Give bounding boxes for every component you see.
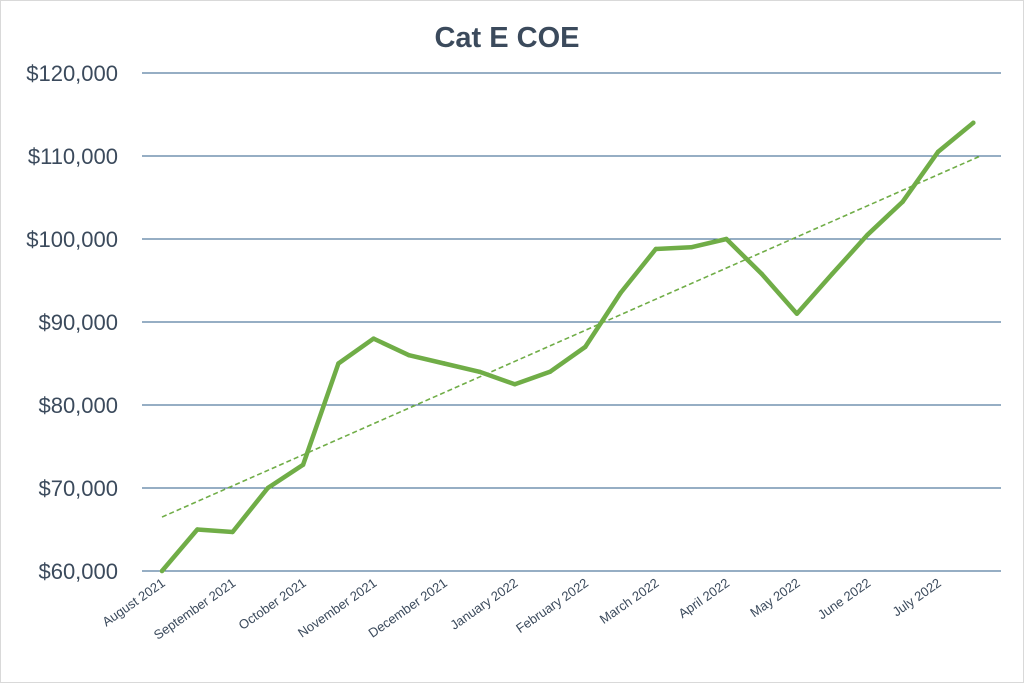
y-tick-label: $70,000 [38,476,118,501]
data-point [688,245,694,250]
data-point [724,236,729,242]
data-point [159,568,165,574]
y-axis: $60,000 $70,000 $80,000 $90,000 $100,000 $110… [26,61,118,584]
data-point [371,336,376,341]
data-point [265,485,271,491]
y-tick-label: $100,000 [26,227,118,252]
data-point [195,527,200,532]
data-point [865,232,870,238]
x-tick-label: February 2022 [513,575,591,636]
x-tick-label: July 2022 [890,575,944,619]
data-point [300,462,306,467]
data-point [583,344,588,350]
x-tick-label: January 2022 [447,575,520,632]
data-point [477,369,482,374]
data-point [653,246,659,252]
data-point [759,271,764,277]
x-tick-label: June 2022 [815,575,873,622]
gridlines [142,72,1001,572]
series-line [159,120,976,574]
trendline-layer [161,155,981,518]
y-tick-label: $110,000 [28,144,118,169]
data-point [547,369,553,374]
series-layer [159,120,976,574]
x-tick-label: December 2021 [366,575,450,640]
data-point [442,361,447,366]
data-point [900,199,905,204]
data-point [794,311,800,316]
data-point [618,290,623,296]
data-point [830,271,835,277]
data-point [971,120,976,126]
data-point [512,382,517,387]
data-point [230,529,235,535]
data-point [935,149,941,155]
y-tick-label: $60,000 [38,559,118,584]
chart-title: Cat E COE [434,22,579,54]
y-tick-label: $120,000 [26,61,118,86]
data-point [336,361,341,366]
x-tick-label: May 2022 [747,575,802,620]
x-tick-label: April 2022 [676,575,733,621]
data-point [406,353,412,358]
y-tick-label: $90,000 [38,310,118,335]
trendline [161,155,981,518]
x-tick-label: October 2021 [236,575,309,632]
x-tick-label: March 2022 [597,575,662,627]
y-tick-label: $80,000 [38,393,118,418]
